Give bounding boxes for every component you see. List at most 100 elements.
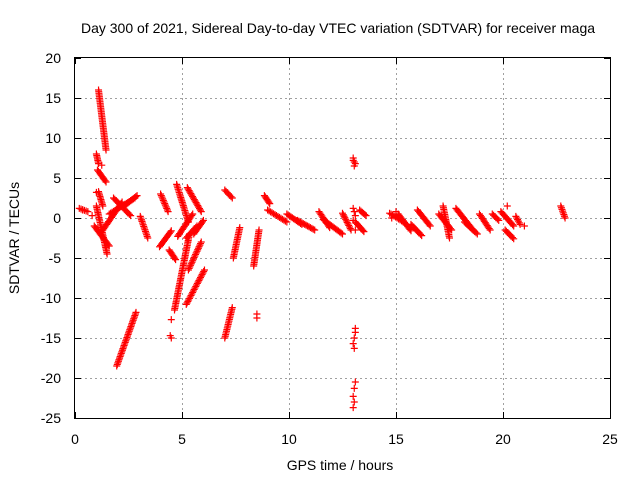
data-point — [195, 243, 203, 251]
data-point — [349, 204, 357, 212]
data-point — [103, 250, 111, 258]
plot-frame — [74, 57, 611, 419]
x-axis-label: GPS time / hours — [287, 457, 394, 473]
data-point — [388, 214, 396, 222]
data-point — [349, 392, 357, 400]
data-point — [188, 290, 196, 298]
data-point — [182, 300, 190, 308]
data-point — [337, 229, 345, 237]
data-point — [360, 228, 368, 236]
data-point — [88, 212, 96, 220]
data-point — [392, 208, 400, 216]
data-point — [184, 266, 192, 274]
data-point — [160, 198, 168, 206]
data-point — [343, 218, 351, 226]
y-tick-label: 5 — [53, 170, 61, 186]
data-point — [163, 206, 171, 214]
data-point — [472, 229, 480, 237]
data-point — [157, 192, 165, 200]
data-point — [361, 210, 369, 218]
data-point — [194, 246, 202, 254]
data-point — [349, 340, 357, 348]
data-point — [185, 296, 193, 304]
y-tick-label: 0 — [53, 210, 61, 226]
data-point — [191, 284, 199, 292]
data-point — [104, 241, 112, 249]
data-point — [159, 196, 167, 204]
data-point — [362, 212, 370, 220]
data-point — [559, 209, 567, 217]
data-point — [561, 214, 569, 222]
data-point — [78, 206, 86, 214]
data-point — [503, 202, 511, 210]
data-point — [350, 398, 358, 406]
y-tick-label: 10 — [45, 130, 61, 146]
data-point — [158, 193, 166, 201]
data-points — [75, 86, 569, 412]
y-tick-label: 15 — [45, 90, 61, 106]
data-point — [515, 219, 523, 227]
data-point — [190, 254, 198, 262]
data-point — [514, 216, 522, 224]
data-point — [162, 203, 170, 211]
x-tick-label: 20 — [495, 431, 511, 447]
chart-title: Day 300 of 2021, Sidereal Day-to-day VTE… — [81, 20, 595, 36]
data-point — [185, 264, 193, 272]
data-point — [346, 224, 354, 232]
data-point — [186, 263, 194, 271]
y-tick-label: 20 — [45, 50, 61, 66]
data-point — [514, 217, 522, 225]
data-point — [184, 297, 192, 305]
data-point — [197, 272, 205, 280]
data-point — [200, 266, 208, 274]
data-point — [197, 240, 205, 248]
data-point — [84, 208, 92, 216]
data-point — [188, 211, 196, 219]
data-point — [227, 193, 235, 201]
data-point — [236, 224, 244, 232]
x-tick-label: 0 — [71, 431, 79, 447]
y-tick-label: -5 — [49, 250, 62, 266]
data-point — [446, 234, 453, 242]
data-point — [198, 270, 206, 278]
data-point — [255, 226, 263, 234]
data-point — [407, 227, 415, 235]
data-point — [161, 200, 169, 208]
data-point — [172, 256, 180, 264]
data-point — [253, 310, 261, 318]
data-point — [508, 234, 516, 242]
data-point — [560, 212, 568, 220]
data-point — [473, 230, 481, 238]
data-point — [185, 294, 193, 302]
data-point — [344, 220, 352, 228]
data-point — [281, 217, 289, 225]
data-point — [194, 244, 202, 252]
data-point — [418, 232, 426, 240]
data-point — [350, 208, 358, 216]
data-point — [95, 160, 103, 168]
data-point — [559, 207, 567, 215]
data-point — [133, 192, 141, 200]
data-point — [163, 204, 171, 212]
data-point — [75, 204, 83, 212]
data-point — [166, 228, 174, 236]
data-point — [186, 293, 194, 301]
data-point — [101, 177, 109, 185]
data-point — [311, 226, 319, 234]
data-point — [350, 384, 358, 392]
data-point — [199, 269, 207, 277]
data-point — [125, 210, 133, 218]
data-point — [167, 334, 175, 342]
data-point — [98, 161, 106, 169]
axis-ticks: 0 5 10 15 20 25 20 15 10 5 0 -5 -10 -15 -20 -25 — [41, 50, 618, 447]
data-point — [132, 308, 140, 316]
y-axis-label: SDTVAR / TECUs — [6, 182, 22, 294]
data-point — [342, 215, 350, 223]
x-tick-label: 5 — [178, 431, 186, 447]
data-point — [193, 279, 201, 287]
data-point — [189, 287, 197, 295]
data-point — [350, 334, 358, 342]
data-point — [193, 281, 201, 289]
x-tick-label: 15 — [388, 431, 404, 447]
